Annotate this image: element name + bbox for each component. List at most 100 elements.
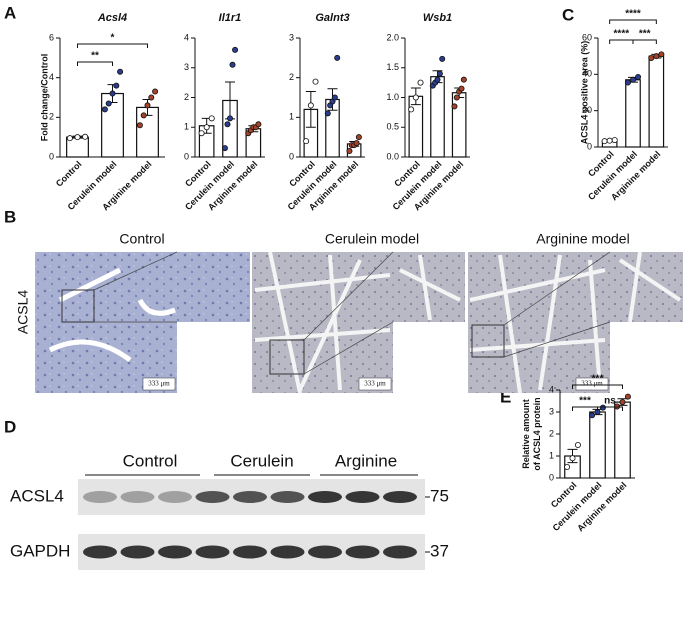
group-label: Cerulein <box>230 451 293 470</box>
data-point <box>117 68 124 75</box>
panel-label: A <box>4 3 16 22</box>
data-point <box>599 404 606 411</box>
data-point <box>152 88 159 95</box>
y-tick-label: 0.0 <box>386 151 399 161</box>
y-tick-label: 6 <box>49 32 54 42</box>
tissue-gap <box>399 254 461 321</box>
data-point <box>208 115 215 122</box>
y-axis-label: of ACSL4 protein <box>532 397 542 470</box>
significance-label: ** <box>91 51 99 62</box>
chart-title: Acsl4 <box>97 12 127 24</box>
group-label: Arginine <box>335 451 397 470</box>
data-point <box>136 122 143 129</box>
data-point <box>331 94 338 101</box>
band <box>195 545 230 559</box>
bar <box>101 92 124 158</box>
band <box>270 491 305 503</box>
band <box>383 545 417 559</box>
band <box>83 545 117 559</box>
data-point <box>226 115 233 122</box>
y-tick-label: 3 <box>184 62 189 72</box>
band <box>120 491 155 503</box>
data-point <box>439 55 446 62</box>
data-point <box>624 79 631 86</box>
data-point <box>303 138 310 145</box>
zoom-box <box>61 289 95 323</box>
zoom-line <box>303 251 394 375</box>
data-point <box>105 100 112 107</box>
band <box>308 491 342 503</box>
y-axis-label: ACSL4 positive area (%) <box>579 41 589 145</box>
data-point <box>458 85 465 92</box>
data-point <box>611 137 618 144</box>
data-point <box>101 106 108 113</box>
bar <box>430 76 445 158</box>
scale-bar: 333 μm <box>364 380 386 388</box>
y-tick-label: 2 <box>49 112 54 122</box>
bar <box>614 401 631 479</box>
data-point <box>635 74 642 81</box>
zoom-box <box>471 324 505 358</box>
y-tick-label: 4 <box>549 384 554 394</box>
y-tick-label: 0 <box>289 151 294 161</box>
data-point <box>232 46 239 53</box>
data-point <box>460 76 467 83</box>
data-point <box>453 94 460 101</box>
data-point <box>198 130 205 137</box>
chart-title: Galnt3 <box>315 12 349 24</box>
significance-label: **** <box>614 29 630 40</box>
data-point <box>589 412 596 419</box>
band <box>308 545 342 559</box>
data-point <box>451 103 458 110</box>
y-tick-label: 0 <box>587 141 592 151</box>
data-point <box>564 463 571 470</box>
micrograph <box>35 252 177 393</box>
significance-label: ns <box>604 396 616 407</box>
y-tick-label: 2 <box>184 92 189 102</box>
data-point <box>346 148 353 155</box>
bar <box>451 92 467 158</box>
data-point <box>353 140 360 147</box>
data-point <box>203 124 210 131</box>
band <box>345 491 380 503</box>
data-point <box>412 94 419 101</box>
scale-box <box>575 377 609 391</box>
data-point <box>408 106 415 113</box>
stain-label: ACSL4 <box>15 290 31 335</box>
micrograph-zoom <box>177 252 250 322</box>
data-point <box>82 133 89 140</box>
significance-label: *** <box>592 374 604 385</box>
data-point <box>648 54 655 61</box>
y-tick-label: 1 <box>289 112 294 122</box>
y-tick-label: 60 <box>582 32 592 42</box>
bar <box>408 95 424 158</box>
band <box>158 491 192 503</box>
scale-box <box>142 377 176 391</box>
data-point <box>74 134 81 141</box>
data-point <box>334 54 341 61</box>
band <box>233 545 267 559</box>
data-point <box>109 90 116 97</box>
panel-label: D <box>4 417 16 436</box>
bar <box>625 79 641 148</box>
data-point <box>606 137 613 144</box>
y-tick-label: 4 <box>49 72 54 82</box>
data-point <box>324 110 331 117</box>
band <box>270 545 305 559</box>
protein-label: GAPDH <box>10 541 70 560</box>
data-point <box>434 76 441 83</box>
zoom-line <box>503 251 611 358</box>
y-tick-label: 20 <box>582 105 592 115</box>
zoom-line <box>93 251 178 323</box>
band <box>383 491 417 503</box>
y-tick-label: 2 <box>549 428 554 438</box>
data-point <box>630 76 637 83</box>
y-tick-label: 3 <box>289 32 294 42</box>
scale-bar: 333 μm <box>581 380 603 388</box>
group-label: Cerulein model <box>325 231 419 247</box>
data-point <box>417 79 424 86</box>
data-point <box>255 121 262 128</box>
tissue-gap <box>618 251 682 323</box>
significance-label: *** <box>579 396 591 407</box>
